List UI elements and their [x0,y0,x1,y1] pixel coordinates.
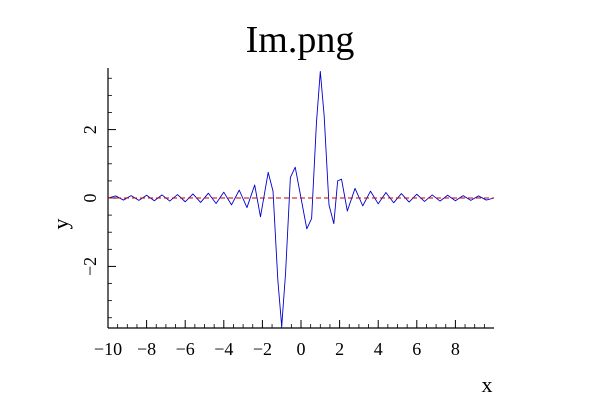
x-tick-label: 8 [451,339,460,359]
x-tick-label: −8 [137,339,156,359]
tick-marks [107,77,485,328]
x-axis-label: x [482,372,493,397]
series-im-line [107,70,495,327]
y-tick-label: −2 [80,257,100,276]
chart-title: Im.png [246,19,355,61]
tick-labels: −10 −8 −6 −4 −2 0 2 4 6 8 −2 0 2 [80,125,460,359]
x-tick-label: 2 [335,339,344,359]
x-tick-label: −6 [176,339,195,359]
y-tick-label: 2 [80,125,100,134]
x-tick-label: 6 [412,339,421,359]
x-tick-label: 0 [297,339,306,359]
x-tick-label: −2 [253,339,272,359]
x-tick-label: −4 [214,339,233,359]
y-axis-label: y [48,219,73,230]
x-tick-label: 4 [374,339,383,359]
x-tick-label: −10 [94,339,122,359]
y-tick-label: 0 [80,194,100,203]
series-layer [107,70,495,327]
